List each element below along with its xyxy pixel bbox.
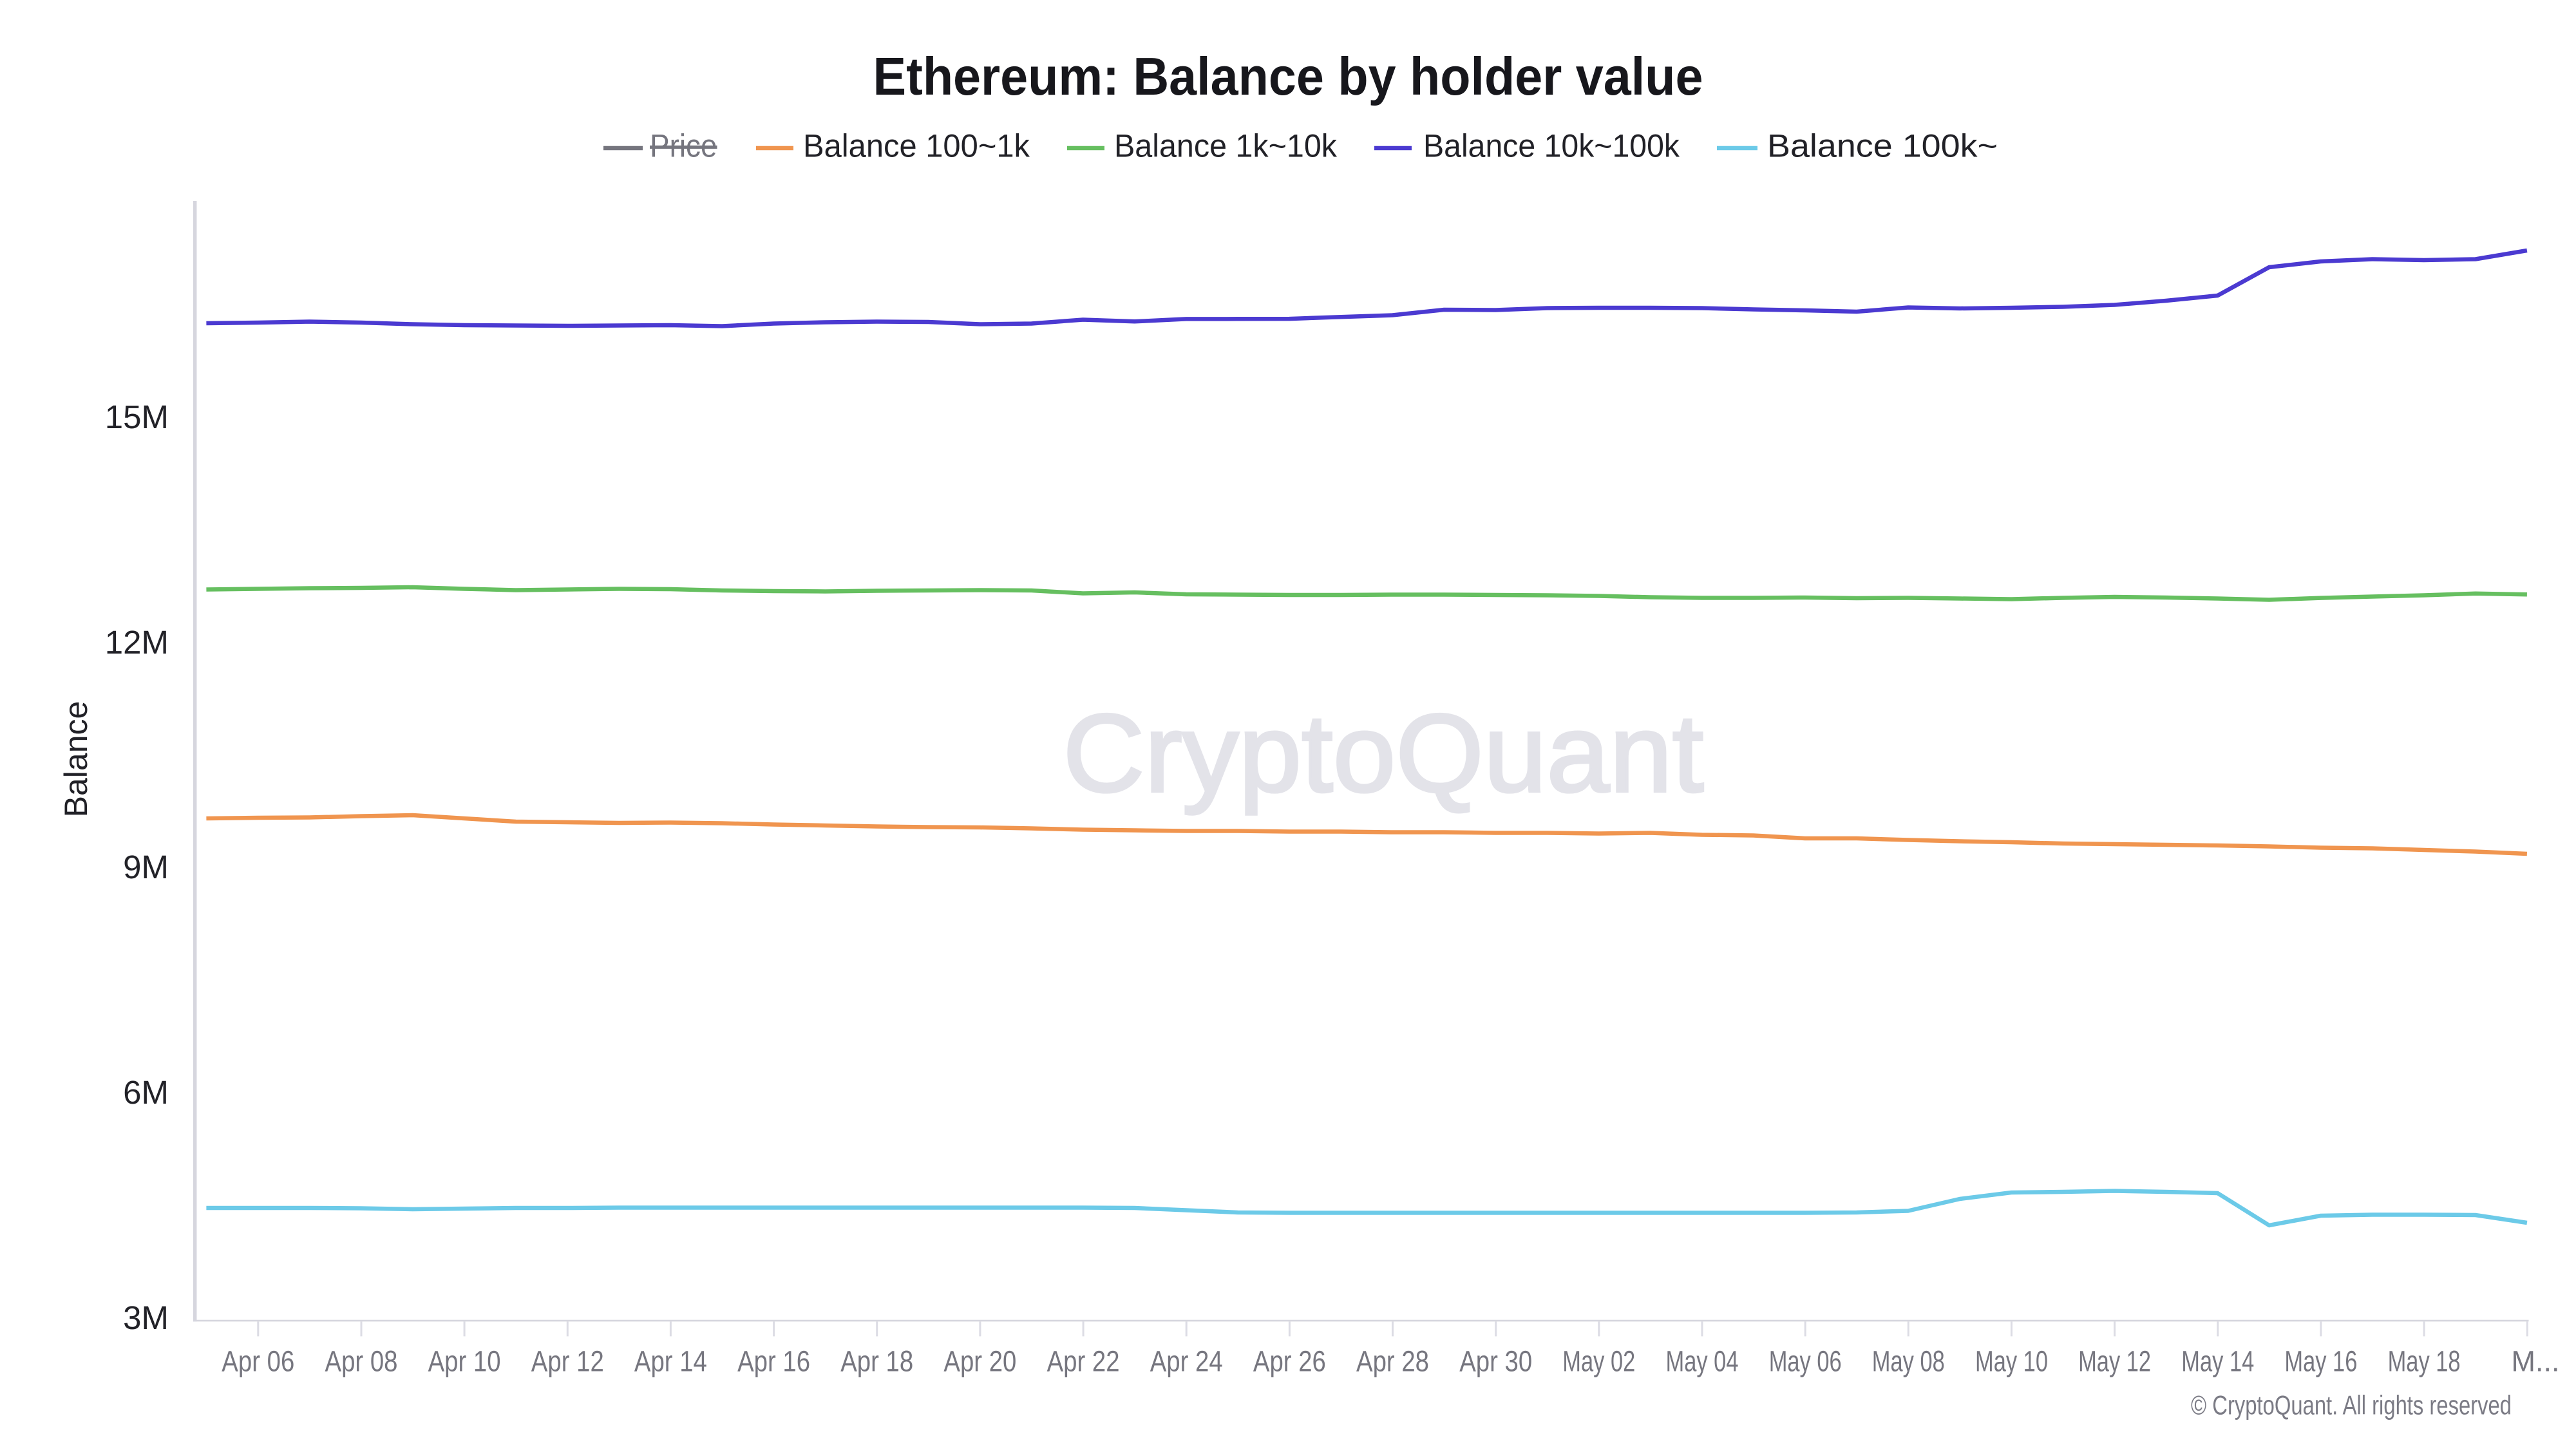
svg-text:Apr 28: Apr 28: [1356, 1345, 1429, 1378]
svg-text:Balance 10k~100k: Balance 10k~100k: [1423, 128, 1680, 164]
svg-text:Apr 16: Apr 16: [737, 1345, 810, 1378]
svg-text:Apr 10: Apr 10: [428, 1345, 501, 1378]
svg-text:Apr 30: Apr 30: [1459, 1345, 1532, 1378]
svg-text:Balance 100k~: Balance 100k~: [1767, 128, 1998, 164]
svg-text:May 04: May 04: [1666, 1345, 1739, 1378]
svg-text:9M: 9M: [123, 849, 169, 885]
svg-text:Apr 08: Apr 08: [325, 1345, 398, 1378]
svg-text:May 10: May 10: [1975, 1345, 2048, 1378]
svg-text:May 02: May 02: [1562, 1345, 1635, 1378]
svg-text:Apr 26: Apr 26: [1253, 1345, 1326, 1378]
svg-text:Price: Price: [650, 128, 717, 164]
svg-text:© CryptoQuant. All rights rese: © CryptoQuant. All rights reserved: [2191, 1390, 2512, 1420]
svg-text:Balance 1k~10k: Balance 1k~10k: [1114, 128, 1338, 164]
svg-text:Ethereum: Balance by holder va: Ethereum: Balance by holder value: [873, 46, 1703, 106]
svg-text:Balance: Balance: [58, 701, 94, 818]
svg-text:May 14: May 14: [2181, 1345, 2254, 1378]
svg-text:May 16: May 16: [2284, 1345, 2357, 1378]
svg-text:Apr 22: Apr 22: [1047, 1345, 1120, 1378]
svg-text:Apr 14: Apr 14: [634, 1345, 707, 1378]
svg-text:Balance 100~1k: Balance 100~1k: [803, 128, 1030, 164]
svg-text:Apr 12: Apr 12: [531, 1345, 604, 1378]
svg-text:May 12: May 12: [2078, 1345, 2151, 1378]
svg-text:M...: M...: [2512, 1345, 2560, 1378]
svg-text:3M: 3M: [123, 1299, 169, 1336]
svg-text:12M: 12M: [105, 624, 169, 661]
svg-text:May 08: May 08: [1872, 1345, 1945, 1378]
svg-text:Apr 18: Apr 18: [840, 1345, 913, 1378]
svg-text:Apr 20: Apr 20: [943, 1345, 1016, 1378]
svg-text:Apr 06: Apr 06: [222, 1345, 294, 1378]
svg-text:May 18: May 18: [2388, 1345, 2461, 1378]
svg-text:6M: 6M: [123, 1074, 169, 1111]
svg-text:Apr 24: Apr 24: [1150, 1345, 1223, 1378]
svg-text:May 06: May 06: [1769, 1345, 1842, 1378]
svg-text:15M: 15M: [105, 399, 169, 435]
svg-text:CryptoQuant: CryptoQuant: [1063, 692, 1704, 815]
